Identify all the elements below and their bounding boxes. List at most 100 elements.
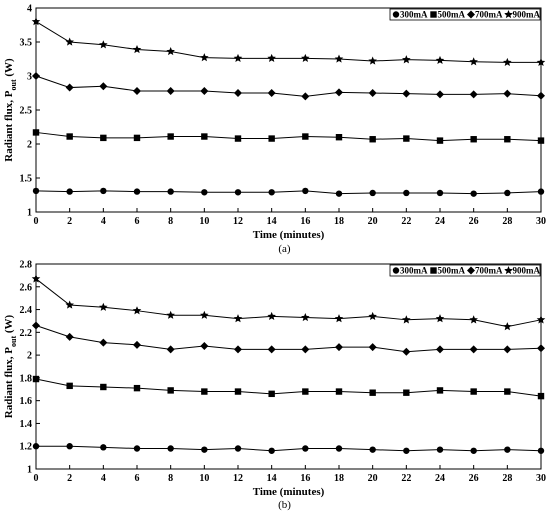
- data-point-500mA: [470, 388, 477, 395]
- x-tick-label: 16: [300, 473, 310, 484]
- data-point-900mA: [233, 53, 243, 62]
- data-point-300mA: [537, 188, 545, 195]
- data-point-700mA: [65, 83, 74, 92]
- data-point-300mA: [100, 444, 107, 451]
- series-500mA: [32, 129, 545, 144]
- data-point-500mA: [201, 388, 208, 395]
- data-point-700mA: [234, 345, 242, 354]
- data-point-500mA: [436, 137, 444, 144]
- x-tick-label: 24: [435, 216, 445, 227]
- data-point-700mA: [436, 90, 444, 99]
- data-point-300mA: [470, 447, 477, 454]
- data-point-500mA: [268, 390, 275, 398]
- y-tick-label: 2.4: [20, 305, 33, 316]
- data-point-900mA: [469, 315, 478, 324]
- y-axis-label-unit: (W): [3, 58, 15, 79]
- data-point-700mA: [537, 91, 545, 100]
- series-line-300mA: [35, 190, 542, 195]
- data-point-700mA: [368, 343, 377, 352]
- x-tick-label: 0: [34, 473, 39, 484]
- x-axis-label: Time (minutes): [253, 486, 325, 498]
- x-axis-label: Time (minutes): [253, 229, 325, 241]
- x-tick-label: 14: [267, 216, 277, 227]
- data-point-900mA: [301, 313, 310, 322]
- legend-marker-300mA: [392, 267, 400, 274]
- legend: 300mA 500mA 700mA 900mA: [389, 8, 540, 21]
- data-point-900mA: [132, 306, 142, 315]
- data-point-500mA: [537, 137, 545, 144]
- data-point-700mA: [133, 86, 141, 95]
- series-900mA: [31, 17, 546, 67]
- data-point-300mA: [436, 446, 444, 453]
- y-tick-label: 1.8: [20, 373, 33, 384]
- data-point-500mA: [167, 387, 174, 394]
- data-point-500mA: [268, 135, 275, 142]
- data-point-500mA: [302, 388, 309, 395]
- data-point-500mA: [335, 388, 343, 395]
- data-point-900mA: [368, 56, 377, 65]
- data-point-700mA: [267, 89, 276, 97]
- data-point-700mA: [402, 347, 411, 356]
- data-point-500mA: [302, 133, 309, 140]
- data-point-700mA: [32, 72, 40, 80]
- data-point-700mA: [469, 90, 478, 99]
- data-point-900mA: [368, 311, 377, 321]
- y-axis-label-subscript: out: [9, 336, 18, 347]
- y-tick-label: 3.5: [20, 38, 33, 49]
- x-tick-label: 4: [101, 216, 106, 227]
- data-point-700mA: [368, 89, 377, 97]
- series-line-500mA: [35, 131, 542, 142]
- data-point-700mA: [469, 345, 478, 354]
- data-point-900mA: [166, 47, 175, 56]
- series-900mA: [31, 274, 546, 331]
- data-point-700mA: [537, 344, 545, 353]
- data-point-900mA: [469, 57, 478, 66]
- data-point-700mA: [503, 345, 512, 354]
- x-tick-label: 14: [267, 473, 277, 484]
- data-point-500mA: [32, 129, 40, 136]
- y-tick-label: 1: [27, 208, 32, 219]
- data-point-500mA: [369, 389, 376, 396]
- data-point-700mA: [503, 89, 512, 98]
- legend-box: [389, 264, 541, 277]
- data-point-300mA: [201, 446, 208, 453]
- data-point-500mA: [504, 136, 511, 143]
- data-point-700mA: [335, 88, 343, 97]
- data-point-700mA: [200, 342, 209, 350]
- data-point-300mA: [133, 445, 141, 452]
- data-point-500mA: [100, 383, 107, 391]
- data-point-300mA: [335, 445, 343, 452]
- data-point-900mA: [99, 40, 108, 49]
- x-tick-label: 30: [536, 473, 546, 484]
- data-point-700mA: [166, 345, 175, 354]
- series-300mA: [32, 187, 545, 197]
- data-point-900mA: [65, 300, 74, 309]
- legend-label-300mA: 300mA: [400, 10, 428, 20]
- data-point-500mA: [504, 388, 511, 395]
- data-point-500mA: [470, 136, 477, 143]
- data-point-300mA: [133, 188, 141, 195]
- data-point-500mA: [436, 387, 444, 394]
- y-axis-label-main: Radiant flux, P: [3, 347, 15, 418]
- data-point-500mA: [66, 382, 73, 390]
- y-tick-label: 1.4: [20, 419, 33, 430]
- y-tick-label: 4: [27, 4, 32, 15]
- legend-label-700mA: 700mA: [475, 10, 503, 20]
- y-tick-label: 2: [27, 140, 32, 151]
- legend-marker-700mA: [467, 10, 475, 19]
- legend-label-300mA: 300mA: [400, 266, 428, 276]
- x-tick-label: 16: [300, 216, 310, 227]
- data-point-300mA: [234, 189, 242, 196]
- data-point-500mA: [537, 392, 545, 400]
- x-tick-label: 26: [469, 216, 479, 227]
- data-point-700mA: [133, 340, 141, 349]
- chart-b: 0 2 4 6 8 10 12 14 16 18 20 22 24 26 28 3011.21.41.61.8…: [3, 260, 546, 512]
- y-tick-label: 1.6: [20, 396, 33, 407]
- data-point-500mA: [403, 389, 410, 396]
- x-tick-label: 18: [334, 216, 344, 227]
- legend-marker-900mA: [504, 266, 513, 275]
- data-point-300mA: [66, 188, 73, 195]
- legend-marker-500mA: [430, 267, 437, 274]
- x-tick-label: 0: [34, 216, 39, 227]
- legend: 300mA 500mA 700mA 900mA: [389, 264, 541, 277]
